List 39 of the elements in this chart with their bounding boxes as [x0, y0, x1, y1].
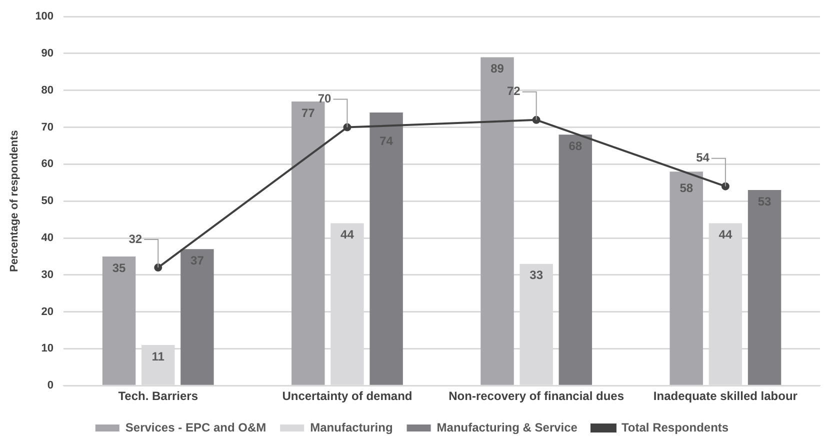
y-tick-label: 40 [41, 232, 54, 244]
legend-label: Total Respondents [621, 420, 729, 434]
legend-label: Services - EPC and O&M [125, 420, 266, 434]
y-axis-title: Percentage of respondents [8, 130, 21, 272]
data-label: 70 [318, 92, 332, 106]
y-tick-label: 80 [41, 84, 54, 96]
y-tick-label: 20 [41, 306, 54, 318]
y-tick-label: 10 [41, 342, 54, 355]
bar [370, 112, 403, 385]
y-tick-label: 60 [41, 158, 54, 170]
y-tick-label: 100 [35, 10, 54, 23]
bar [748, 190, 782, 385]
data-label: 33 [530, 268, 544, 282]
data-label: 44 [340, 228, 354, 242]
data-label: 32 [128, 232, 142, 246]
data-label: 72 [506, 84, 521, 98]
data-label: 58 [680, 180, 694, 195]
bar [180, 249, 214, 385]
bar [102, 256, 136, 385]
legend-label: Manufacturing & Service [436, 420, 578, 434]
data-label: 89 [490, 62, 504, 76]
y-tick-label: 0 [47, 380, 54, 392]
y-tick-label: 30 [41, 268, 54, 281]
bar [670, 172, 703, 385]
data-label: 54 [696, 150, 710, 165]
x-tick-label: Tech. Barriers [118, 389, 198, 404]
legend-label: Manufacturing [310, 420, 393, 434]
bar [558, 134, 592, 385]
data-label: 77 [301, 106, 316, 120]
x-tick-label: Uncertainty of demand [282, 389, 412, 404]
y-tick-label: 50 [41, 195, 54, 208]
data-label: 11 [152, 349, 165, 364]
x-tick-label: Inadequate skilled labour [653, 389, 798, 404]
y-tick-label: 90 [41, 48, 54, 60]
y-tick-label: 70 [41, 121, 54, 134]
x-tick-label: Non-recovery of financial dues [448, 389, 624, 404]
bar [292, 101, 325, 385]
data-label: 35 [112, 260, 126, 275]
data-label: 44 [718, 228, 732, 242]
